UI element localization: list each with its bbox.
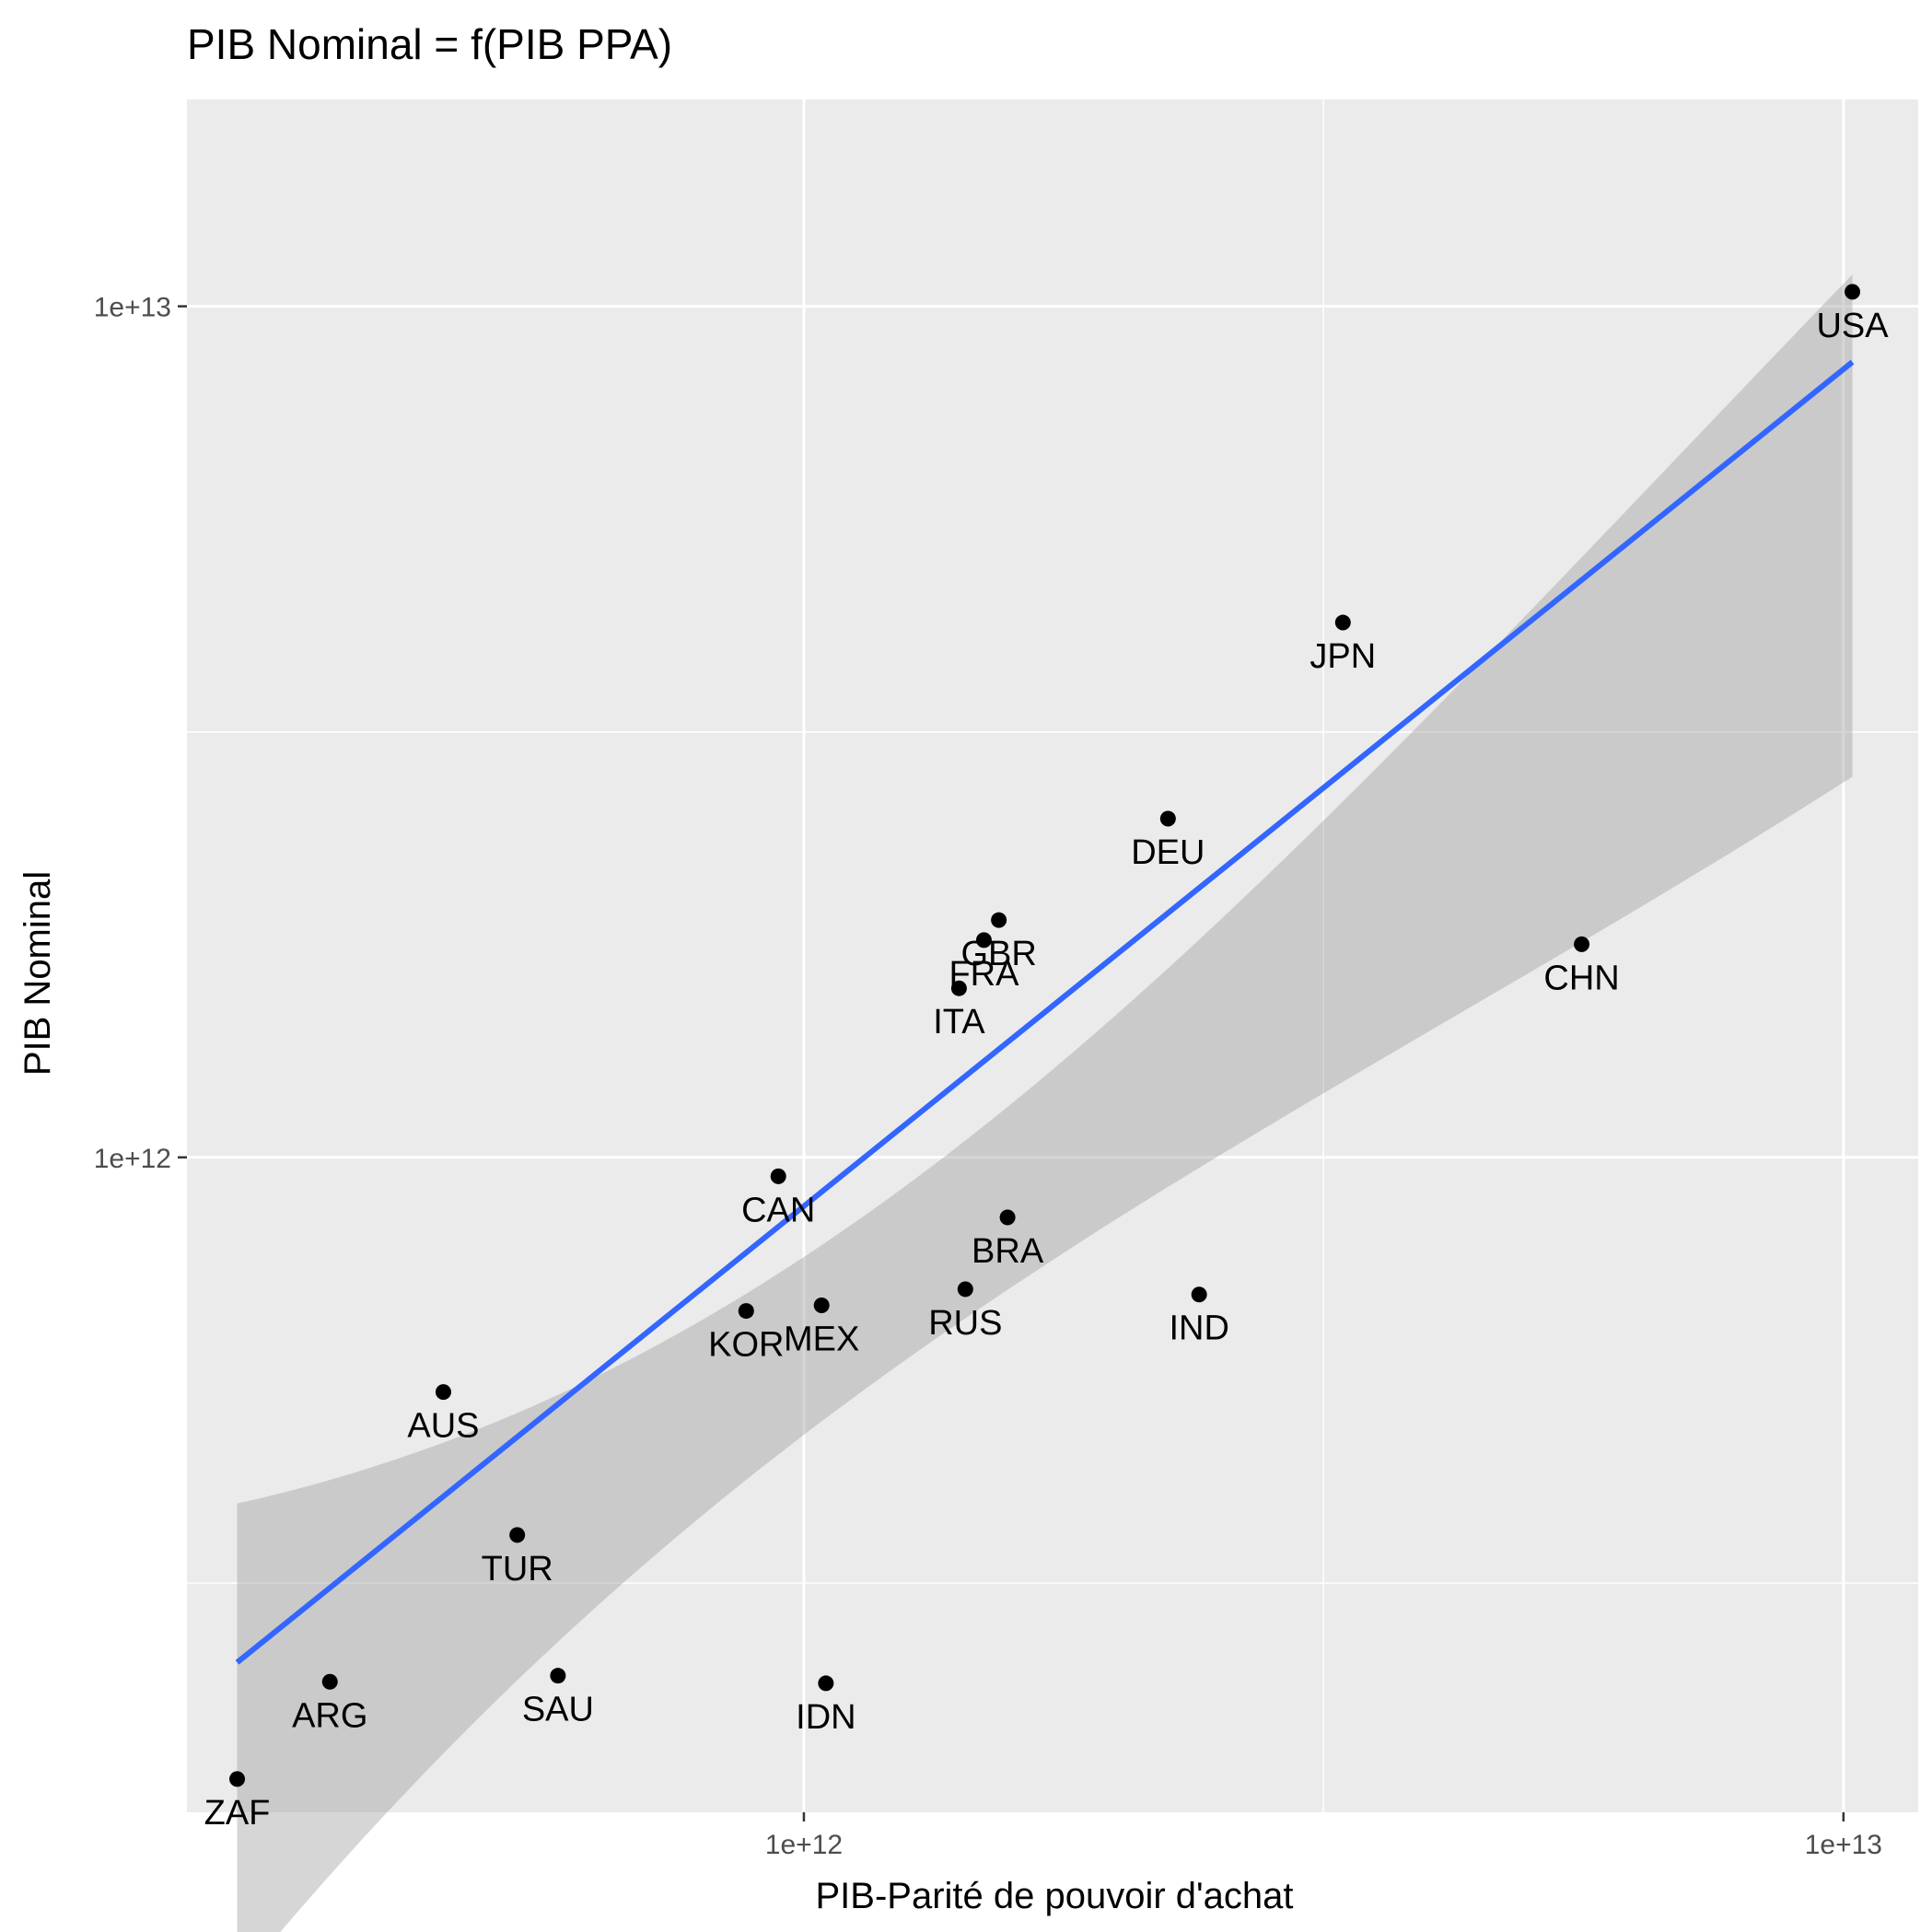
axes: 1e+12 1e+13 1e+12 1e+13 <box>94 293 1882 1860</box>
point-label-tur: TUR <box>482 1550 553 1589</box>
x-axis-title: PIB-Parité de pouvoir d'achat <box>815 1876 1293 1916</box>
data-point-kor <box>738 1303 754 1320</box>
data-point-jpn <box>1334 614 1351 631</box>
data-point-tur <box>509 1527 526 1543</box>
data-point-aus <box>435 1384 451 1401</box>
point-label-deu: DEU <box>1131 833 1205 872</box>
chart-title: PIB Nominal = f(PIB PPA) <box>187 20 672 68</box>
data-point-ind <box>1191 1286 1207 1303</box>
point-label-mex: MEX <box>784 1321 859 1359</box>
point-label-idn: IDN <box>796 1698 855 1737</box>
plot-panel <box>187 99 1918 1812</box>
y-tick-label: 1e+13 <box>94 293 171 323</box>
point-label-aus: AUS <box>407 1407 479 1446</box>
data-point-idn <box>818 1675 834 1692</box>
x-tick-label: 1e+13 <box>1805 1830 1882 1860</box>
confidence-ribbon <box>237 274 1853 1932</box>
point-label-chn: CHN <box>1543 959 1619 997</box>
point-label-kor: KOR <box>708 1326 784 1365</box>
point-label-zaf: ZAF <box>204 1794 271 1833</box>
point-label-ind: IND <box>1169 1309 1228 1348</box>
x-tick-label: 1e+12 <box>765 1830 843 1860</box>
data-point-mex <box>813 1298 830 1314</box>
point-label-bra: BRA <box>972 1232 1044 1271</box>
data-point-chn <box>1574 936 1590 952</box>
y-axis-title: PIB Nominal <box>17 871 58 1076</box>
data-point-arg <box>321 1673 338 1690</box>
data-point-sau <box>550 1668 566 1684</box>
grid-lines <box>187 99 1918 1812</box>
point-label-rus: RUS <box>928 1304 1002 1343</box>
data-point-can <box>770 1168 786 1184</box>
data-point-bra <box>999 1209 1016 1226</box>
point-label-gbr: GBR <box>960 935 1036 973</box>
data-point-deu <box>1159 810 1176 827</box>
regression-line <box>235 359 1855 1665</box>
point-label-ita: ITA <box>933 1003 985 1042</box>
data-point-fra <box>975 932 992 949</box>
data-point-usa <box>1845 284 1861 300</box>
point-label-jpn: JPN <box>1309 637 1376 676</box>
point-label-sau: SAU <box>522 1691 594 1729</box>
data-point-rus <box>957 1281 973 1298</box>
point-label-fra: FRA <box>949 955 1019 994</box>
point-label-arg: ARG <box>292 1696 367 1735</box>
data-point-ita <box>950 980 967 996</box>
data-point-gbr <box>991 912 1007 928</box>
data-point-zaf <box>229 1771 246 1787</box>
point-label-usa: USA <box>1816 307 1889 345</box>
data-points <box>229 284 1861 1787</box>
point-label-can: CAN <box>741 1191 815 1229</box>
y-tick-label: 1e+12 <box>94 1144 171 1174</box>
